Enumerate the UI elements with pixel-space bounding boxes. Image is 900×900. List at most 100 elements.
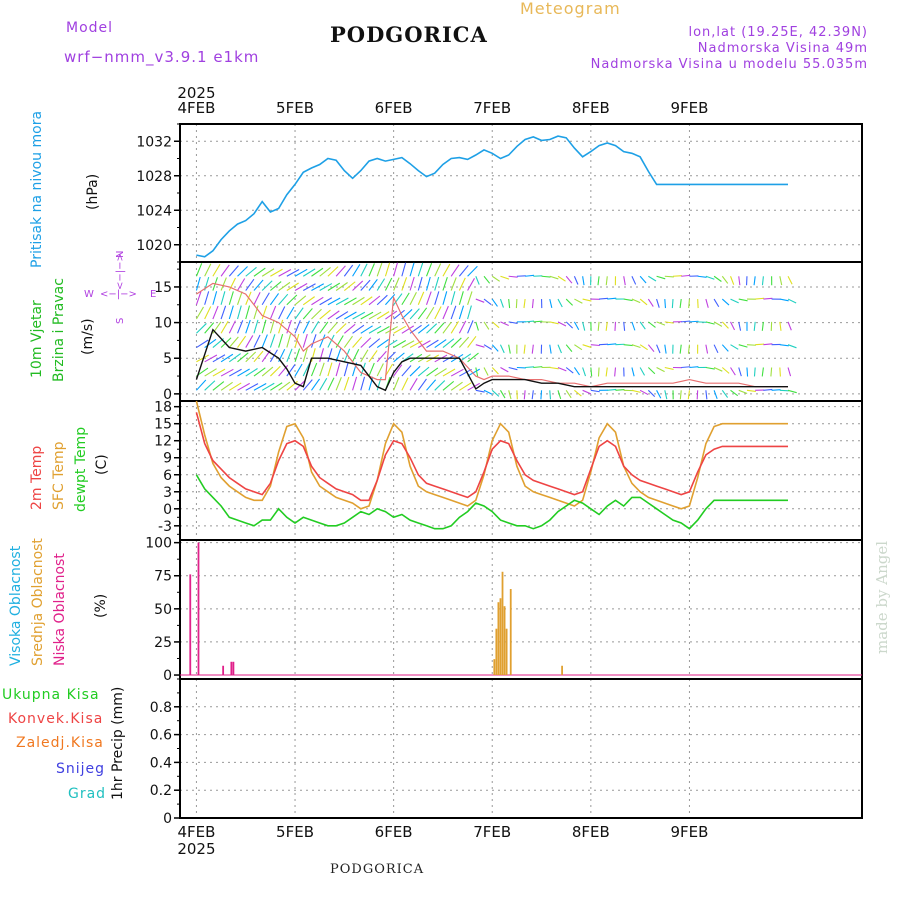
wind-arrow: [311, 283, 325, 291]
wind-arrow: [352, 264, 361, 277]
wind-arrow: [582, 344, 592, 348]
wind-arrow: [228, 291, 234, 305]
page-title: PODGORICA: [330, 22, 488, 47]
wind-arrow: [393, 325, 407, 334]
wind-arrow: [212, 291, 218, 305]
wind-arrow: [523, 344, 526, 354]
wind-arrow: [730, 298, 739, 304]
wind-arrow: [253, 279, 264, 291]
wind-arrow: [557, 275, 566, 282]
y-tick-label: 18: [154, 400, 172, 416]
wind-arrow: [565, 344, 573, 352]
wind-arrow: [212, 354, 226, 363]
wind-arrow: [491, 321, 500, 329]
wind-arrow: [401, 292, 410, 306]
legend-snijeg: Snijeg: [56, 761, 106, 777]
wind-arrow: [573, 276, 579, 285]
wind-arrow: [721, 298, 730, 306]
wind-arrow: [664, 344, 667, 354]
wind-arrow: [253, 291, 261, 306]
wind-arrow: [393, 340, 407, 349]
wind-arrow: [220, 368, 234, 377]
wind-arrow: [385, 310, 398, 320]
wind-arrow: [335, 265, 346, 277]
wind-arrow: [245, 266, 257, 277]
wind-arrow: [713, 275, 722, 282]
wind-arrow: [549, 344, 552, 354]
wind-arrow: [228, 353, 241, 363]
wind-arrow: [253, 305, 259, 320]
wind-arrow: [253, 367, 266, 377]
wind-arrow: [253, 350, 264, 363]
dewpt-axis-title: dewpt Temp: [73, 426, 89, 512]
wind-arrow: [730, 321, 736, 331]
wind-arrow: [787, 389, 797, 394]
wind-arrow: [631, 321, 636, 331]
wind-arrow: [393, 293, 403, 306]
wind-arrow: [656, 344, 661, 354]
wind-arrow: [713, 344, 719, 354]
wind-arrow: [376, 294, 388, 306]
wind-arrow: [475, 344, 485, 348]
wind-arrow: [442, 263, 451, 277]
wind-arrow: [294, 348, 301, 362]
wind-arrow: [319, 297, 333, 306]
wind-arrow: [335, 377, 342, 391]
wind-arrow: [376, 278, 386, 291]
wind-arrow: [196, 323, 207, 334]
wind-arrow: [500, 275, 510, 280]
wind-arrow: [746, 367, 749, 377]
wind-arrow: [582, 389, 592, 395]
wind-arrow: [614, 321, 617, 331]
wind-arrow: [425, 276, 431, 291]
wind-arrow: [220, 305, 227, 320]
wind-arrow: [713, 366, 723, 372]
wind-arrow: [525, 274, 535, 277]
wind-arrow: [269, 293, 280, 306]
wind-arrow: [549, 366, 559, 370]
wind-arrow: [442, 380, 455, 391]
wind-arrow: [753, 276, 756, 286]
wind-arrow: [549, 298, 553, 308]
wind-arrow: [738, 276, 741, 286]
wind-arrow: [597, 321, 600, 331]
wind-arrow: [270, 268, 283, 277]
wind-arrow: [467, 382, 480, 391]
wind-arrow: [278, 319, 284, 334]
wind-arrow: [590, 389, 600, 393]
wind-arrow: [761, 276, 764, 286]
wind-arrow: [664, 299, 667, 309]
wind-arrow: [294, 320, 301, 334]
wind-arrow: [607, 343, 617, 346]
wind-arrow: [599, 297, 609, 300]
wind-arrow: [269, 305, 277, 320]
wind-arrow: [557, 366, 567, 372]
wind-arrow: [689, 320, 699, 323]
wind-arrow: [574, 298, 583, 304]
wind-arrow: [236, 291, 243, 305]
wind-arrow: [237, 278, 246, 291]
wind-arrow: [286, 364, 296, 377]
y-tick-label: 0: [163, 502, 172, 518]
wind-arrow: [730, 389, 739, 397]
wind-arrow: [286, 294, 298, 306]
y-tick-label: 1028: [136, 169, 172, 185]
wind-arrow: [245, 383, 259, 391]
wind-arrow: [491, 344, 499, 352]
wind-arrow: [508, 366, 518, 371]
wind-arrow: [738, 344, 748, 348]
x-tick-label-top: 6FEB: [375, 99, 413, 117]
wind-arrow: [261, 292, 270, 306]
wind-arrow: [352, 280, 364, 291]
wind-arrow: [212, 305, 219, 320]
temp2m-line: [195, 412, 788, 502]
wind-arrow: [384, 363, 394, 377]
wind-arrow: [237, 266, 248, 277]
wind-arrow: [327, 282, 341, 291]
y-tick-label: 1024: [136, 203, 172, 219]
wind-arrow: [344, 297, 357, 306]
wind-arrow: [360, 296, 373, 306]
high-cloud-axis-title: Visoka Oblacnost: [8, 545, 24, 666]
wind-arrow: [557, 321, 567, 327]
wind-arrow: [664, 321, 674, 324]
